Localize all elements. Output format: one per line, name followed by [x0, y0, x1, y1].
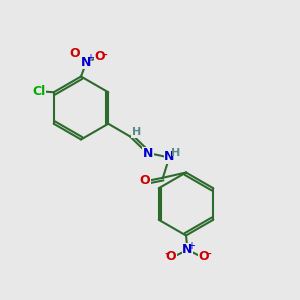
Text: O: O	[166, 250, 176, 263]
Text: -: -	[102, 49, 107, 62]
Text: +: +	[188, 241, 195, 251]
Text: O: O	[70, 46, 80, 60]
Text: +: +	[86, 53, 94, 63]
Text: O: O	[199, 250, 209, 263]
Text: H: H	[171, 148, 180, 158]
Text: O: O	[94, 50, 105, 63]
Text: N: N	[81, 56, 92, 69]
Text: -: -	[206, 248, 211, 262]
Text: N: N	[143, 147, 153, 160]
Text: N: N	[164, 150, 175, 163]
Text: N: N	[182, 243, 193, 256]
Text: H: H	[132, 128, 141, 137]
Text: -: -	[164, 248, 169, 262]
Text: Cl: Cl	[32, 85, 45, 98]
Text: O: O	[140, 174, 150, 187]
